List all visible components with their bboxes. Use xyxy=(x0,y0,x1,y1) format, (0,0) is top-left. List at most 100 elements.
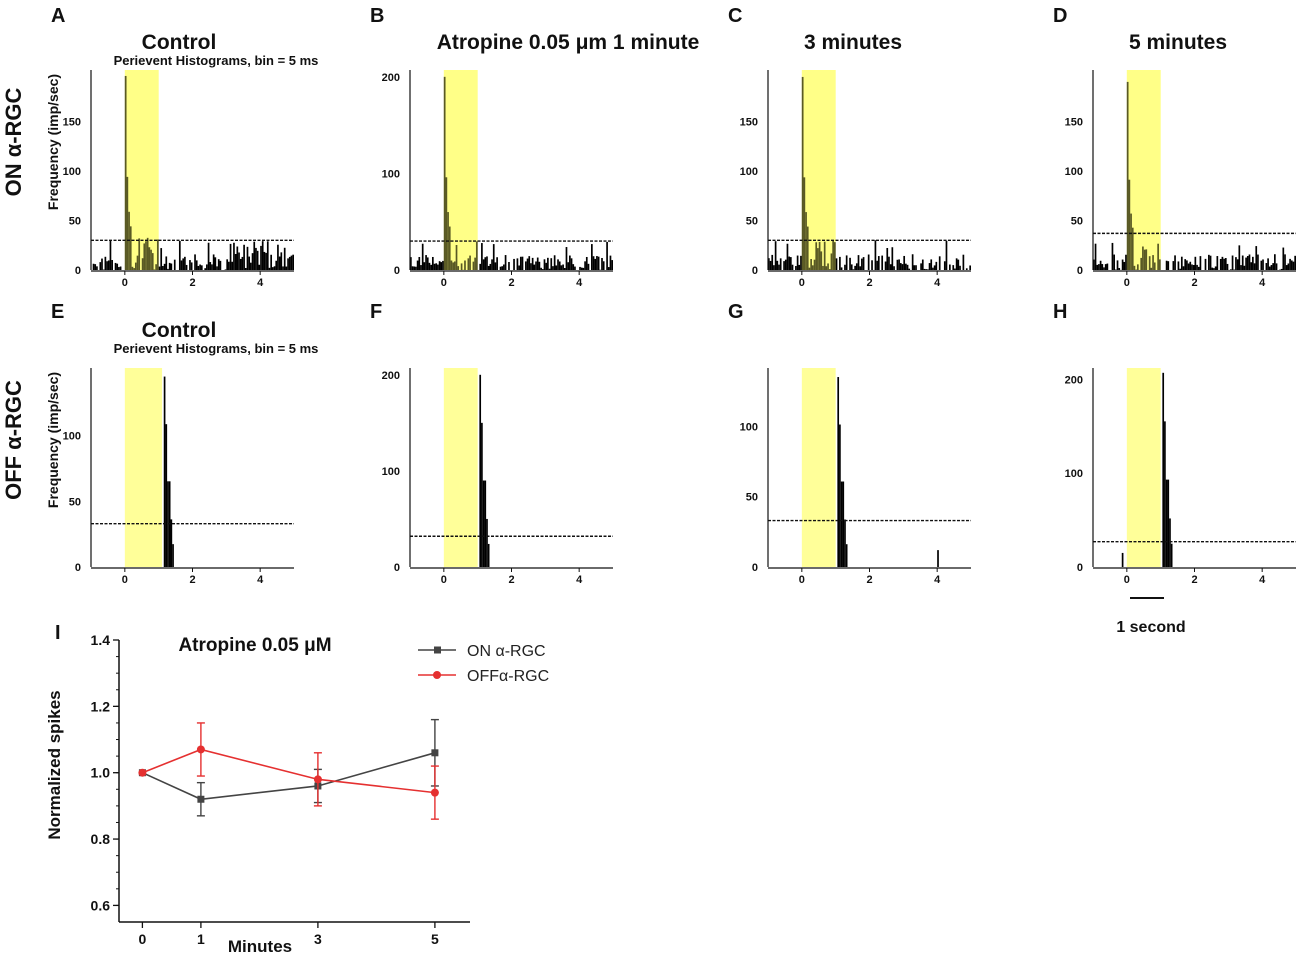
x-tick-label-I: 3 xyxy=(314,931,322,947)
hist-bar-A xyxy=(134,262,137,270)
hist-bar-A xyxy=(173,259,176,270)
hist-bar-B xyxy=(487,265,490,270)
hist-bar-D xyxy=(1093,259,1095,270)
hist-bar-B xyxy=(572,264,575,270)
hist-bar-B xyxy=(492,244,495,270)
hist-bar-A xyxy=(153,269,156,270)
hist-bar-B xyxy=(415,266,417,270)
hist-bar-C xyxy=(933,265,936,270)
hist-bar-A xyxy=(266,241,269,270)
hist-bar-C xyxy=(820,251,823,270)
hist-bar-A xyxy=(99,262,102,270)
hist-bar-C xyxy=(896,259,899,270)
hist-bar-B xyxy=(420,265,422,270)
hist-bar-A xyxy=(182,258,185,270)
hist-bar-H xyxy=(1167,479,1170,567)
hist-bar-E xyxy=(163,376,166,567)
y-tick-label-D: 0 xyxy=(1077,265,1083,277)
hist-bar-D xyxy=(1285,265,1288,270)
hist-bar-B xyxy=(582,267,585,270)
hist-bar-D xyxy=(1186,260,1188,270)
hist-bar-B xyxy=(443,76,446,270)
hist-bar-C xyxy=(783,261,785,270)
hist-bar-D xyxy=(1152,255,1154,270)
hist-bar-A xyxy=(275,260,278,270)
hist-bar-B xyxy=(587,263,590,270)
hist-bar-C xyxy=(952,265,955,270)
hist-bar-A xyxy=(168,262,171,270)
hist-bar-A xyxy=(126,176,129,270)
hist-bar-C xyxy=(844,264,846,270)
x-tick-label-I: 1 xyxy=(197,931,205,947)
hist-bar-A xyxy=(229,243,232,270)
hist-bar-H xyxy=(1164,421,1166,567)
panel-H: H 0 100 200 0 2 4 xyxy=(1053,301,1296,586)
hist-bar-F xyxy=(481,422,483,567)
y-tick-label-F: 0 xyxy=(394,562,400,574)
hist-bar-B xyxy=(482,259,485,270)
hist-bar-A xyxy=(260,245,262,270)
hist-bar-A xyxy=(163,263,166,270)
hist-bar-C xyxy=(935,261,938,270)
hist-bar-A xyxy=(283,247,286,270)
y-tick-label-E: 50 xyxy=(69,496,81,508)
hist-bar-D xyxy=(1116,260,1119,270)
hist-bar-D xyxy=(1246,256,1249,270)
hist-bar-D xyxy=(1290,260,1293,270)
legend-label: OFFα-RGC xyxy=(467,668,549,685)
hist-bar-D xyxy=(1165,260,1168,270)
x-tick-label-E: 0 xyxy=(122,574,128,586)
hist-bar-A xyxy=(180,260,183,270)
x-axis-label-I: Minutes xyxy=(228,937,292,956)
hist-bar-C xyxy=(913,265,916,270)
legend-label: ON α-RGC xyxy=(467,643,546,660)
hist-bar-D xyxy=(1224,258,1227,270)
panel-ylabel-A: Frequency (imp/sec) xyxy=(45,74,61,210)
hist-bar-B xyxy=(541,269,544,270)
hist-bar-A xyxy=(268,267,271,270)
hist-bar-B xyxy=(474,257,476,270)
hist-bar-D xyxy=(1167,261,1170,270)
hist-bar-D xyxy=(1270,265,1273,270)
scale-bar-label: 1 second xyxy=(1116,619,1185,636)
panel-letter-G: G xyxy=(728,301,744,323)
hist-bar-D xyxy=(1265,263,1268,270)
hist-bar-C xyxy=(798,264,801,270)
hist-bar-C xyxy=(959,265,961,270)
y-tick-label-I: 1.0 xyxy=(91,765,111,781)
hist-bar-A xyxy=(248,256,251,270)
stimulus-band-H xyxy=(1126,368,1161,567)
hist-bar-B xyxy=(472,261,475,270)
panel-F: F 0 100 200 0 2 4 xyxy=(370,301,613,586)
hist-bar-D xyxy=(1213,268,1215,270)
hist-bar-B xyxy=(550,258,553,270)
hist-bar-C xyxy=(768,258,770,270)
hist-bar-B xyxy=(536,257,539,270)
stimulus-tint-B xyxy=(443,70,478,270)
hist-bar-A xyxy=(251,253,254,270)
hist-bar-B xyxy=(486,256,488,270)
hist-bar-D xyxy=(1145,249,1148,270)
hist-bar-A xyxy=(106,261,108,270)
hist-bar-C xyxy=(786,243,789,270)
hist-bar-D xyxy=(1140,257,1143,270)
stimulus-band-E xyxy=(124,368,163,567)
y-tick-label-B: 200 xyxy=(382,72,400,84)
x-tick-label-G: 2 xyxy=(866,574,872,586)
hist-bar-A xyxy=(204,268,207,270)
hist-bar-B xyxy=(525,261,527,270)
hist-bar-B xyxy=(503,264,505,270)
hist-bar-C xyxy=(928,263,931,270)
hist-bar-C xyxy=(957,259,960,270)
y-tick-label-F: 200 xyxy=(382,370,400,382)
hist-bar-A xyxy=(255,247,257,270)
hist-bar-B xyxy=(562,264,564,270)
hist-bar-D xyxy=(1125,254,1127,270)
hist-bar-A xyxy=(219,260,222,270)
hist-bar-A xyxy=(243,244,245,270)
hist-bar-C xyxy=(969,265,971,270)
hist-bar-D xyxy=(1103,267,1105,270)
hist-bar-C xyxy=(876,260,878,270)
hist-bar-B xyxy=(596,256,598,270)
hist-bar-B xyxy=(565,247,568,270)
